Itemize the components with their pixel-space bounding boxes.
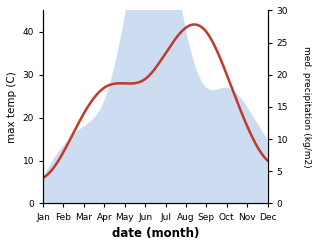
Y-axis label: max temp (C): max temp (C): [7, 71, 17, 143]
X-axis label: date (month): date (month): [112, 227, 199, 240]
Y-axis label: med. precipitation (kg/m2): med. precipitation (kg/m2): [302, 46, 311, 168]
